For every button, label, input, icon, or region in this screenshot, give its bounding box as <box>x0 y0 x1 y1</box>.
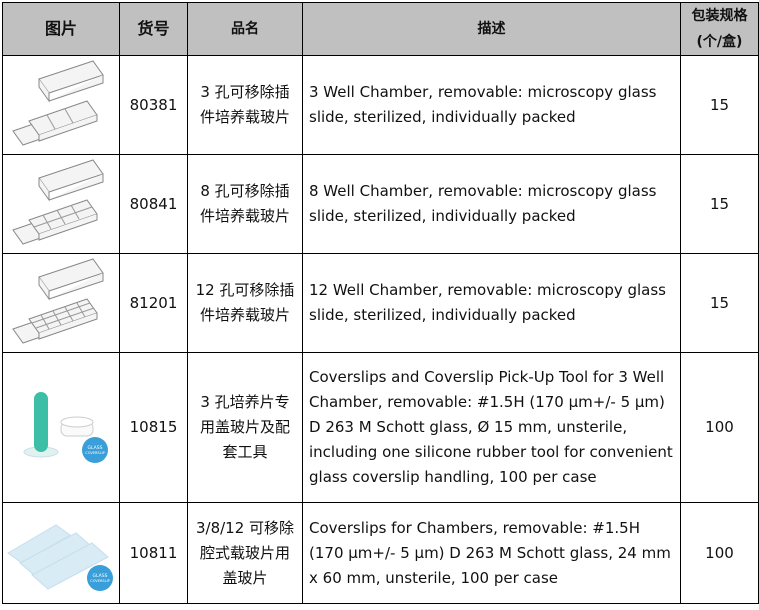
description-cell: 8 Well Chamber, removable: microscopy gl… <box>302 154 681 254</box>
header-description: 描述 <box>302 2 681 56</box>
sku-cell: 80841 <box>119 154 188 254</box>
svg-text:GLASS: GLASS <box>93 573 108 579</box>
table-row: 81201 12 孔可移除插件培养载玻片 12 Well Chamber, re… <box>2 253 759 353</box>
table-row: 80381 3 孔可移除插件培养载玻片 3 Well Chamber, remo… <box>2 55 759 155</box>
header-pack: 包装规格 (个/盒) <box>680 2 759 56</box>
svg-text:COVERSLIP: COVERSLIP <box>90 579 110 583</box>
header-sku: 货号 <box>119 2 188 56</box>
description-cell: Coverslips for Chambers, removable: #1.5… <box>302 502 681 604</box>
chamber-slide-icon <box>12 60 104 146</box>
pack-cell: 15 <box>680 154 759 254</box>
pack-cell: 100 <box>680 352 759 503</box>
header-row: 图片 货号 品名 描述 包装规格 (个/盒) <box>2 2 759 56</box>
chamber-slide-icon <box>12 159 104 245</box>
pack-line1: 包装规格 <box>691 8 748 24</box>
pack-line2: (个/盒) <box>696 34 743 50</box>
chamber-slide-8-well-image <box>2 154 120 254</box>
name-cell: 12 孔可移除插件培养载玻片 <box>187 253 303 353</box>
chamber-slide-3-well-image <box>2 55 120 155</box>
pack-cell: 15 <box>680 253 759 353</box>
description-cell: 12 Well Chamber, removable: microscopy g… <box>302 253 681 353</box>
sku-cell: 80381 <box>119 55 188 155</box>
header-name: 品名 <box>187 2 303 56</box>
description-cell: Coverslips and Coverslip Pick-Up Tool fo… <box>302 352 681 503</box>
coverslip-tool-image: GLASS COVERSLIP <box>2 352 120 503</box>
sku-cell: 81201 <box>119 253 188 353</box>
description-cell: 3 Well Chamber, removable: microscopy gl… <box>302 55 681 155</box>
name-cell: 3 孔培养片专用盖玻片及配套工具 <box>187 352 303 503</box>
chamber-slide-icon <box>12 258 104 344</box>
pack-cell: 100 <box>680 502 759 604</box>
sku-cell: 10811 <box>119 502 188 604</box>
name-cell: 3 孔可移除插件培养载玻片 <box>187 55 303 155</box>
table-row: GLASS COVERSLIP 10815 3 孔培养片专用盖玻片及配套工具 Co… <box>2 352 759 503</box>
name-cell: 3/8/12 可移除腔式载玻片用盖玻片 <box>187 502 303 604</box>
name-cell: 8 孔可移除插件培养载玻片 <box>187 154 303 254</box>
badge-coverslip: COVERSLIP <box>85 451 105 455</box>
header-image: 图片 <box>2 2 120 56</box>
sku-cell: 10815 <box>119 352 188 503</box>
table-row: GLASS COVERSLIP 10811 3/8/12 可移除腔式载玻片用盖玻片… <box>2 502 759 604</box>
coverslips-image: GLASS COVERSLIP <box>2 502 120 604</box>
pack-cell: 15 <box>680 55 759 155</box>
chamber-slide-12-well-image <box>2 253 120 353</box>
badge-glass: GLASS <box>88 445 103 451</box>
table-row: 80841 8 孔可移除插件培养载玻片 8 Well Chamber, remo… <box>2 154 759 254</box>
